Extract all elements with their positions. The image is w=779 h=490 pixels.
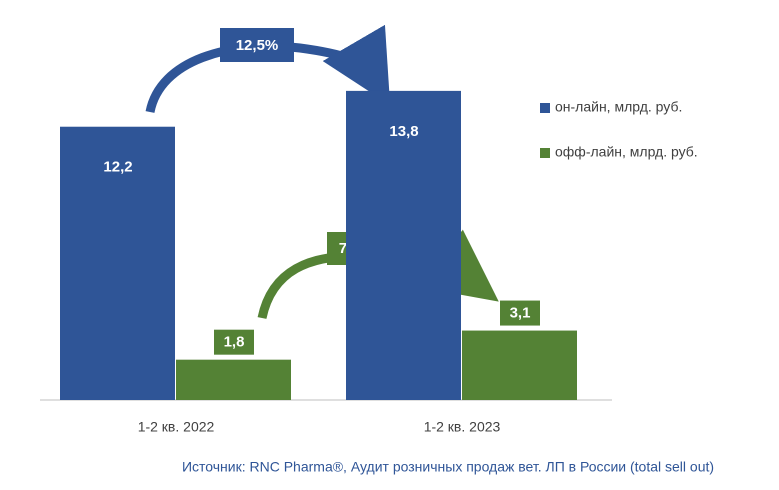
x-tick-label: 1-2 кв. 2023: [424, 419, 501, 435]
bar: [60, 126, 175, 400]
value-label: 3,1: [510, 305, 531, 322]
value-label-box: [500, 300, 540, 326]
legend-swatch: [540, 103, 550, 113]
value-label: 13,8: [389, 123, 418, 140]
bar: [346, 90, 461, 400]
source: Источник: RNC Pharma®, Аудит розничных п…: [182, 459, 714, 475]
bar: [176, 359, 291, 400]
value-label: 12,2: [103, 159, 132, 176]
annotation-box: [220, 28, 294, 62]
legend-label: офф-лайн, млрд. руб.: [555, 144, 698, 160]
annotation: 12,5%: [236, 37, 279, 54]
bar: [462, 330, 577, 400]
x-tick-label: 1-2 кв. 2022: [138, 419, 215, 435]
legend-swatch: [540, 148, 550, 158]
legend-label: он-лайн, млрд. руб.: [555, 99, 682, 115]
value-label-box: [214, 329, 254, 355]
value-label: 1,8: [224, 334, 245, 351]
